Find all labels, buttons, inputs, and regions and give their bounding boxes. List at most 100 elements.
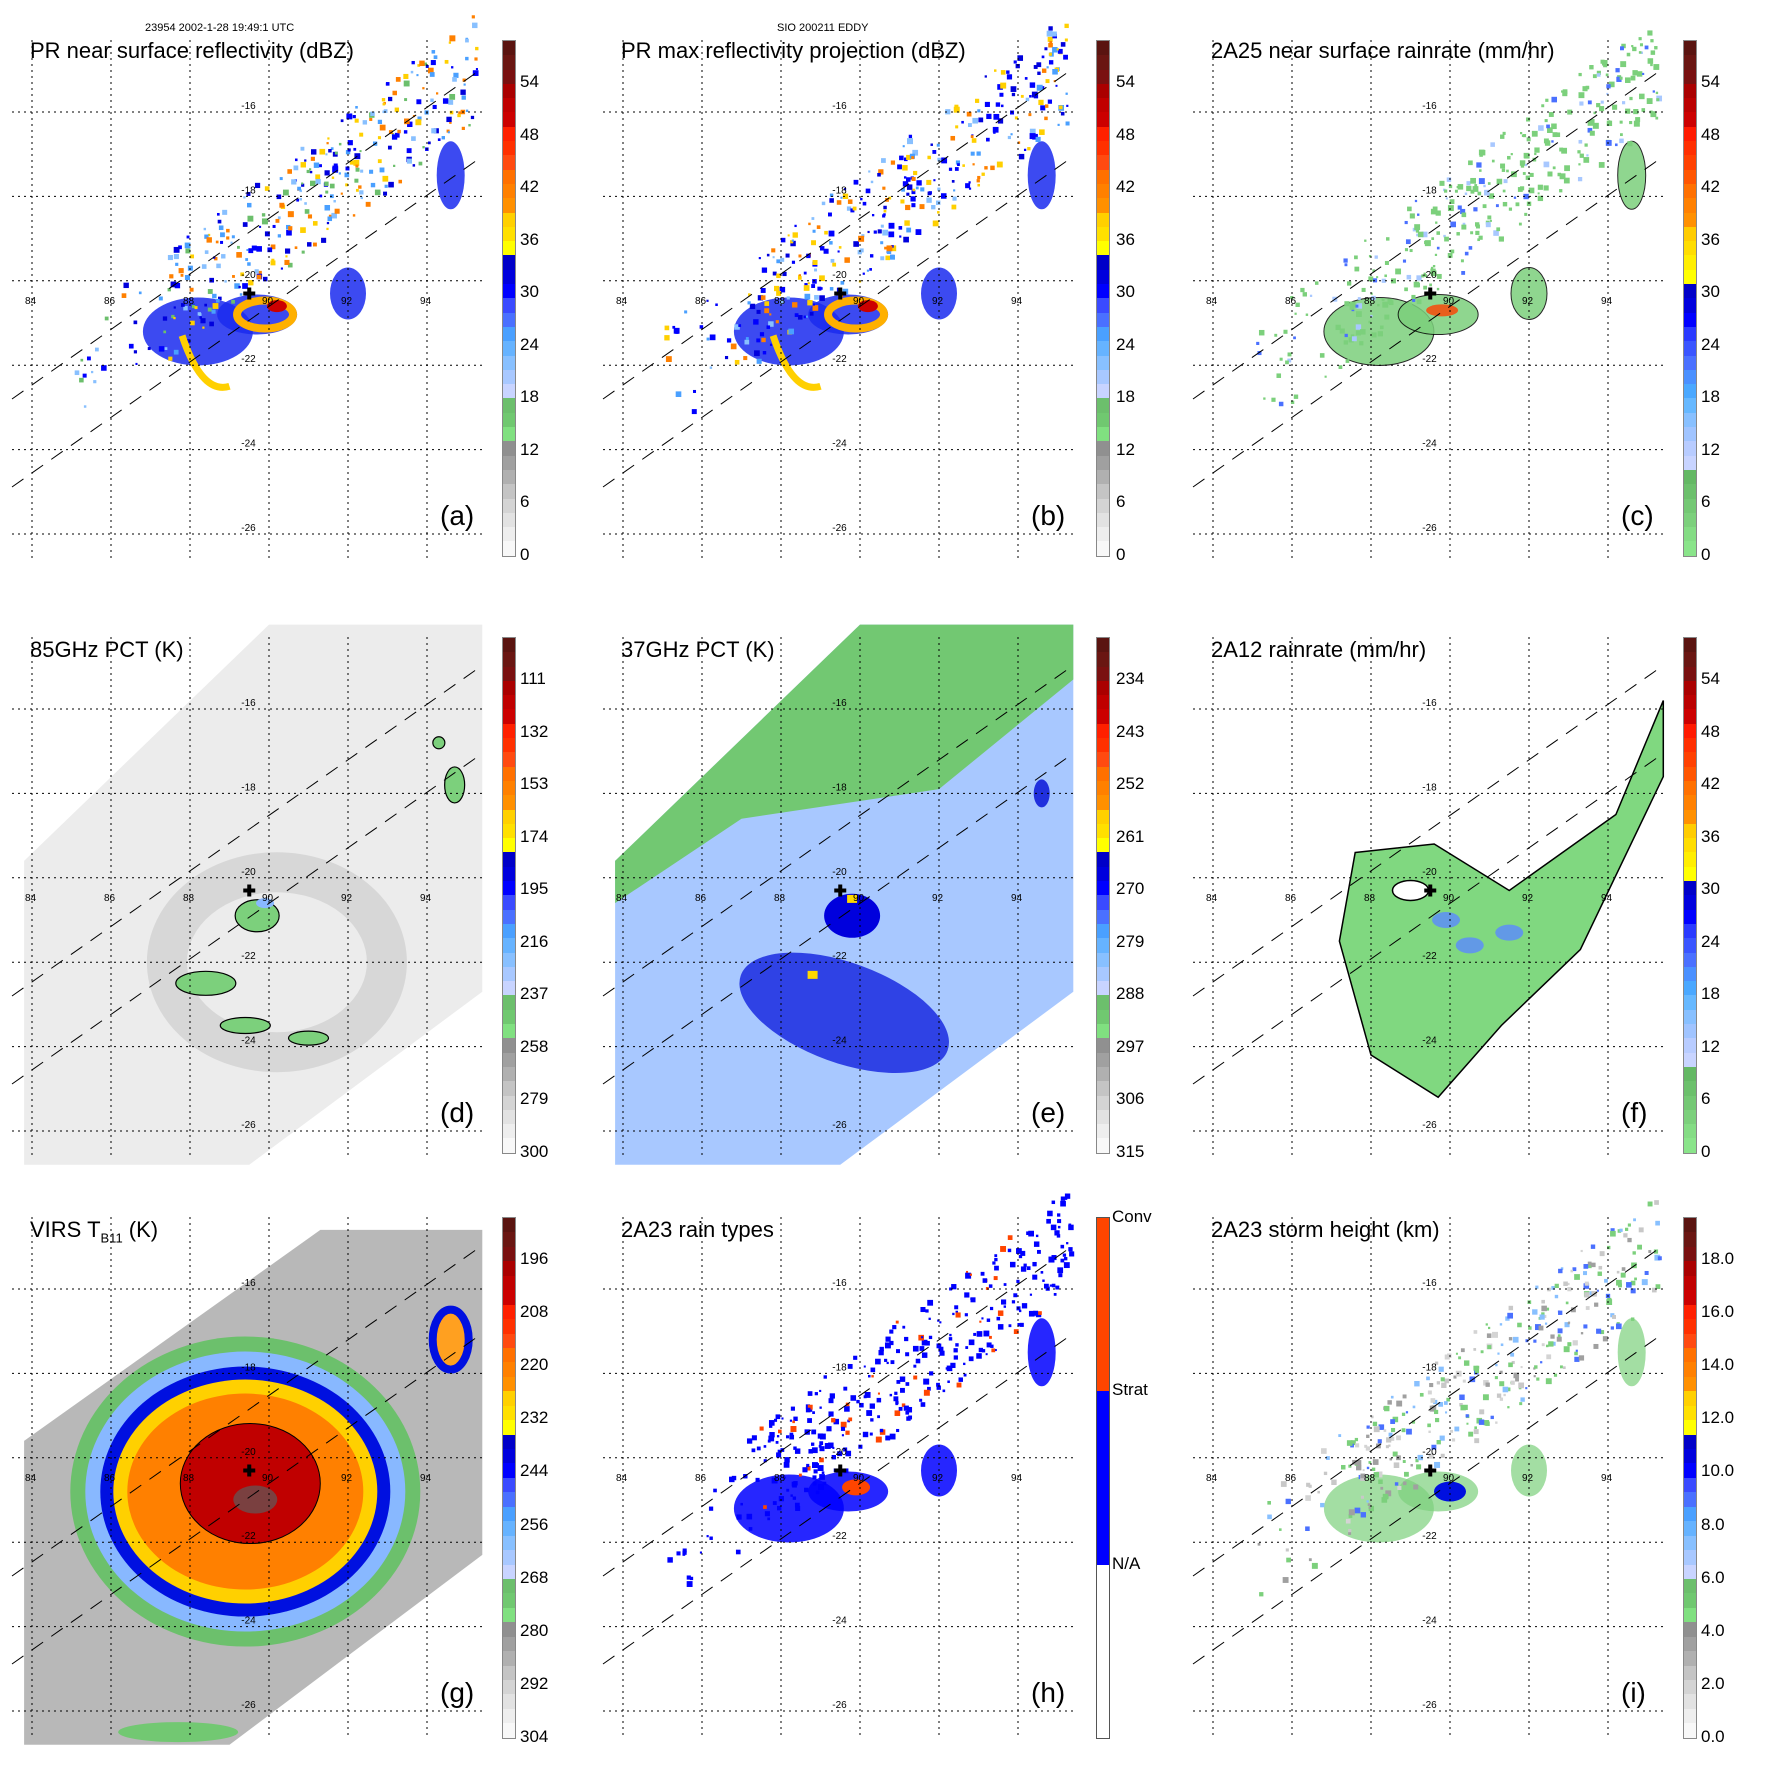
echo-pixel: [1256, 341, 1260, 345]
echo-pixel: [1496, 178, 1503, 185]
echo-pixel: [884, 246, 887, 250]
echo-pixel: [264, 186, 270, 191]
storm-center-plus-icon: [1424, 1464, 1437, 1477]
echo-pixel: [1377, 1439, 1382, 1444]
echo-pixel: [1583, 1264, 1589, 1269]
lon-label: 92: [932, 893, 944, 904]
colorbar-step: [1097, 1009, 1109, 1025]
echo-pixel: [1558, 1310, 1563, 1315]
echo-pixel: [1487, 215, 1492, 220]
echo-pixel: [277, 216, 281, 220]
echo-pixel: [1392, 1416, 1399, 1423]
echo-pixel: [381, 98, 386, 102]
lat-label: -26: [832, 1700, 847, 1711]
colorbar-step: [1684, 69, 1696, 84]
echo-pixel: [1598, 1265, 1603, 1270]
echo-pixel: [955, 1343, 959, 1347]
echo-pixel: [347, 148, 351, 152]
lat-label: -26: [1422, 523, 1437, 534]
echo-pixel: [1368, 255, 1372, 258]
echo-pixel: [276, 194, 282, 200]
colorbar-step: [1097, 1095, 1109, 1110]
echo-pixel: [828, 230, 835, 237]
echo-pixel: [1460, 1348, 1465, 1353]
colorbar-step: [1684, 512, 1696, 528]
echo-pixel: [847, 1363, 853, 1369]
echo-pixel: [1584, 1281, 1589, 1286]
echo-pixel: [248, 280, 254, 286]
colorbar-step: [1684, 1009, 1696, 1025]
colorbar-step: [1097, 838, 1109, 853]
echo-pixel: [906, 154, 912, 160]
echo-pixel: [458, 111, 461, 114]
echo-pixel: [1344, 333, 1348, 338]
lat-label: -22: [832, 1531, 847, 1542]
ne-convection: [428, 1305, 473, 1374]
echo-pixel: [1535, 1324, 1541, 1331]
echo-pixel: [819, 1433, 826, 1440]
echo-pixel: [457, 113, 461, 118]
echo-pixel: [1315, 281, 1319, 285]
echo-pixel: [1401, 1428, 1406, 1433]
echo-pixel: [1473, 1348, 1477, 1351]
colorbar-step: [1684, 780, 1696, 796]
echo-pixel: [1305, 1526, 1310, 1532]
colorbar-step: [1097, 666, 1109, 681]
echo-pixel: [451, 66, 454, 69]
echo-pixel: [1365, 1446, 1371, 1451]
echo-pixel: [853, 1355, 858, 1360]
lat-label: -26: [1422, 1700, 1437, 1711]
echo-pixel: [1502, 1386, 1509, 1393]
echo-pixel: [1430, 268, 1436, 274]
echo-pixel: [821, 1471, 825, 1474]
echo-pixel: [1552, 166, 1556, 170]
echo-pixel: [954, 1305, 959, 1310]
echo-pixel: [1462, 1379, 1466, 1383]
echo-pixel: [1345, 359, 1350, 363]
echo-pixel: [1579, 153, 1584, 158]
echo-pixel: [997, 1324, 1004, 1330]
echo-pixel: [1610, 1228, 1615, 1233]
echo-pixel: [1384, 314, 1390, 320]
echo-pixel: [259, 225, 262, 228]
echo-pixel: [1537, 184, 1543, 190]
lon-label: 86: [104, 893, 116, 904]
lat-label: -18: [1422, 1362, 1437, 1373]
echo-pixel: [1608, 81, 1615, 88]
echo-pixel: [963, 1373, 967, 1377]
echo-pixel: [218, 225, 224, 231]
echo-pixel: [1604, 1278, 1608, 1283]
echo-pixel: [1520, 132, 1523, 135]
echo-pixel: [1361, 287, 1366, 292]
colorbar-step: [503, 666, 515, 681]
colorbar-step: [503, 1564, 515, 1579]
map-e: 84 86 88 90 92 94-16-18-20-22-24-26: [602, 624, 1074, 1165]
echo-pixel: [1507, 155, 1511, 160]
colorbar-step: [1684, 1665, 1696, 1680]
echo-pixel: [1583, 1283, 1590, 1289]
echo-pixel: [1567, 1282, 1570, 1286]
echo-pixel: [1060, 1258, 1065, 1263]
echo-pixel: [1590, 1244, 1596, 1249]
max-echo: [266, 300, 287, 313]
colorbar-step: [1097, 83, 1109, 99]
echo-pixel: [1060, 1244, 1065, 1249]
map-b: 84 86 88 90 92 94-16-18-20-22-24-26: [602, 23, 1074, 560]
echo-pixel: [889, 1329, 894, 1334]
colorbar-step: [503, 838, 515, 853]
colorbar-step: [503, 484, 515, 499]
colorbar-step: [503, 809, 515, 824]
lat-label: -16: [1422, 698, 1437, 709]
field-layer: [1257, 1200, 1662, 1597]
echo-pixel: [441, 136, 445, 140]
echo-pixel: [881, 158, 886, 163]
pr-echoes: [667, 1193, 1075, 1587]
colorbar-step: [1684, 141, 1696, 156]
colorbar-step: [1684, 1275, 1696, 1291]
echo-pixel: [1507, 1312, 1514, 1319]
echo-pixel: [946, 1365, 953, 1372]
echo-pixel: [1510, 1352, 1515, 1357]
colorbar-tick: 36: [1701, 229, 1720, 249]
echo-pixel: [331, 176, 335, 179]
colorbar-tick: 18: [520, 387, 539, 407]
